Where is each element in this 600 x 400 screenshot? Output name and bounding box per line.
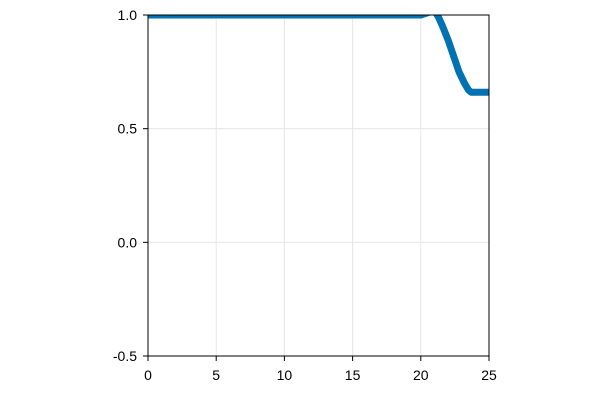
x-tick-label: 0 bbox=[144, 367, 152, 383]
y-tick-label: 0.0 bbox=[118, 234, 138, 250]
series-line bbox=[148, 15, 489, 96]
y-tick-label: -0.5 bbox=[113, 348, 137, 364]
y-axis: -0.5 0.0 0.5 1.0 bbox=[113, 7, 148, 364]
x-tick-label: 15 bbox=[345, 367, 361, 383]
x-tick-label: 5 bbox=[212, 367, 220, 383]
x-tick-label: 10 bbox=[277, 367, 293, 383]
x-tick-label: 20 bbox=[413, 367, 429, 383]
y-tick-label: 1.0 bbox=[118, 7, 138, 23]
y-tick-label: 0.5 bbox=[118, 121, 138, 137]
series-layer bbox=[148, 15, 489, 96]
x-axis: 0 5 10 15 20 25 bbox=[144, 356, 497, 383]
x-tick-label: 25 bbox=[481, 367, 497, 383]
plot-frame bbox=[147, 14, 490, 357]
